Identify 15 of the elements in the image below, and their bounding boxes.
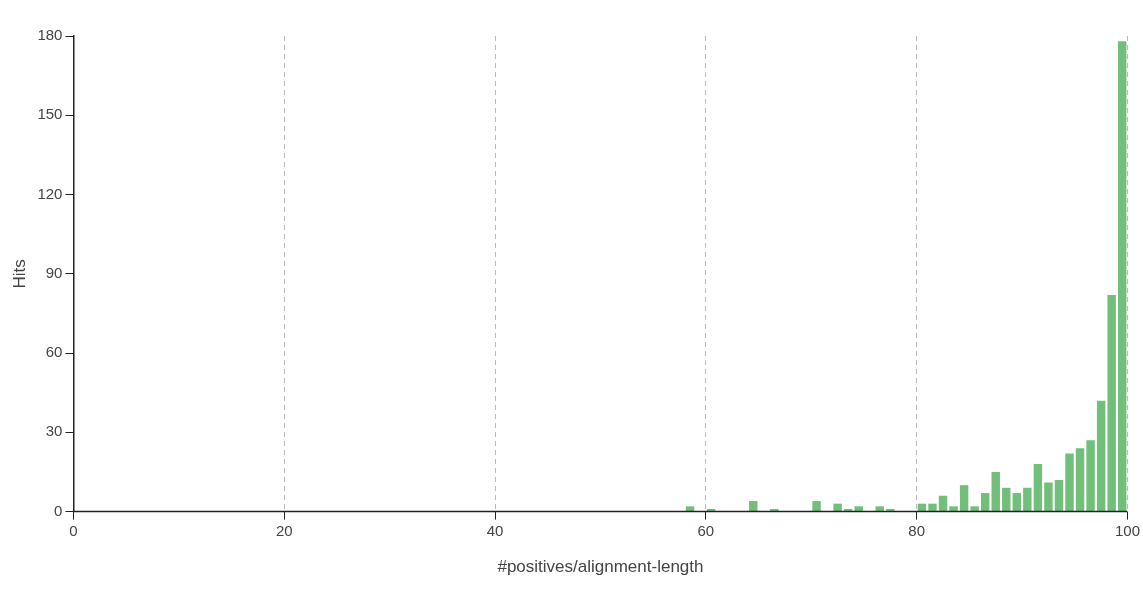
x-tick-label: 0 <box>69 521 78 539</box>
y-axis-title: Hits <box>9 259 29 289</box>
y-tick-label: 60 <box>45 343 63 361</box>
x-axis-title: #positives/alignment-length <box>497 557 704 577</box>
y-tick-label: 120 <box>37 184 63 202</box>
x-tick-label: 60 <box>697 521 715 539</box>
y-tick-label: 180 <box>37 26 63 44</box>
x-tick-label: 80 <box>908 521 926 539</box>
x-tick-label: 20 <box>275 521 293 539</box>
y-tick-label: 30 <box>45 422 63 440</box>
x-tick-label: 100 <box>1114 521 1140 539</box>
x-tick-label: 40 <box>486 521 504 539</box>
y-tick-label: 90 <box>45 263 63 281</box>
y-tick-label: 0 <box>54 501 63 519</box>
y-tick-label: 150 <box>37 105 63 123</box>
